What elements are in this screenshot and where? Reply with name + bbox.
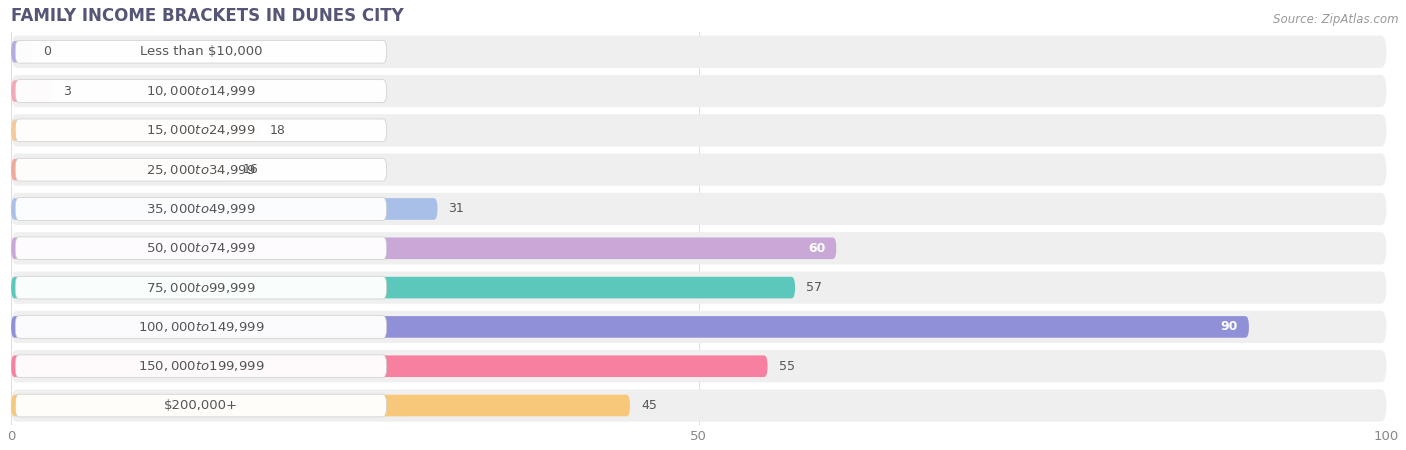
Text: 55: 55 bbox=[779, 360, 794, 373]
Text: $15,000 to $24,999: $15,000 to $24,999 bbox=[146, 123, 256, 137]
FancyBboxPatch shape bbox=[11, 277, 794, 298]
FancyBboxPatch shape bbox=[11, 159, 231, 180]
FancyBboxPatch shape bbox=[15, 237, 387, 260]
Text: Source: ZipAtlas.com: Source: ZipAtlas.com bbox=[1274, 14, 1399, 27]
Text: FAMILY INCOME BRACKETS IN DUNES CITY: FAMILY INCOME BRACKETS IN DUNES CITY bbox=[11, 7, 404, 25]
FancyBboxPatch shape bbox=[15, 158, 387, 181]
Text: $10,000 to $14,999: $10,000 to $14,999 bbox=[146, 84, 256, 98]
FancyBboxPatch shape bbox=[11, 232, 1386, 265]
FancyBboxPatch shape bbox=[11, 238, 837, 259]
FancyBboxPatch shape bbox=[15, 394, 387, 417]
FancyBboxPatch shape bbox=[15, 40, 387, 63]
Text: $50,000 to $74,999: $50,000 to $74,999 bbox=[146, 241, 256, 255]
Text: 60: 60 bbox=[808, 242, 825, 255]
FancyBboxPatch shape bbox=[11, 198, 437, 220]
Text: $25,000 to $34,999: $25,000 to $34,999 bbox=[146, 162, 256, 177]
Text: 90: 90 bbox=[1220, 320, 1237, 333]
Text: 45: 45 bbox=[641, 399, 657, 412]
Text: 31: 31 bbox=[449, 202, 464, 216]
Text: 3: 3 bbox=[63, 85, 72, 98]
FancyBboxPatch shape bbox=[11, 316, 1249, 338]
FancyBboxPatch shape bbox=[11, 193, 1386, 225]
FancyBboxPatch shape bbox=[15, 355, 387, 378]
FancyBboxPatch shape bbox=[11, 36, 1386, 68]
FancyBboxPatch shape bbox=[11, 350, 1386, 382]
Text: Less than $10,000: Less than $10,000 bbox=[139, 45, 262, 58]
FancyBboxPatch shape bbox=[11, 120, 259, 141]
FancyBboxPatch shape bbox=[11, 114, 1386, 146]
Text: $75,000 to $99,999: $75,000 to $99,999 bbox=[146, 281, 256, 295]
FancyBboxPatch shape bbox=[11, 75, 1386, 107]
Text: $150,000 to $199,999: $150,000 to $199,999 bbox=[138, 359, 264, 373]
FancyBboxPatch shape bbox=[15, 276, 387, 299]
FancyBboxPatch shape bbox=[11, 395, 630, 416]
FancyBboxPatch shape bbox=[11, 153, 1386, 186]
FancyBboxPatch shape bbox=[15, 315, 387, 338]
FancyBboxPatch shape bbox=[15, 119, 387, 142]
Text: 18: 18 bbox=[270, 124, 285, 137]
FancyBboxPatch shape bbox=[11, 389, 1386, 422]
Text: $35,000 to $49,999: $35,000 to $49,999 bbox=[146, 202, 256, 216]
FancyBboxPatch shape bbox=[11, 356, 768, 377]
FancyBboxPatch shape bbox=[11, 80, 52, 102]
FancyBboxPatch shape bbox=[11, 271, 1386, 304]
FancyBboxPatch shape bbox=[11, 41, 32, 63]
FancyBboxPatch shape bbox=[15, 198, 387, 220]
Text: 16: 16 bbox=[242, 163, 257, 176]
FancyBboxPatch shape bbox=[15, 80, 387, 103]
Text: 0: 0 bbox=[42, 45, 51, 58]
Text: 57: 57 bbox=[806, 281, 823, 294]
FancyBboxPatch shape bbox=[11, 311, 1386, 343]
Text: $200,000+: $200,000+ bbox=[165, 399, 238, 412]
Text: $100,000 to $149,999: $100,000 to $149,999 bbox=[138, 320, 264, 334]
